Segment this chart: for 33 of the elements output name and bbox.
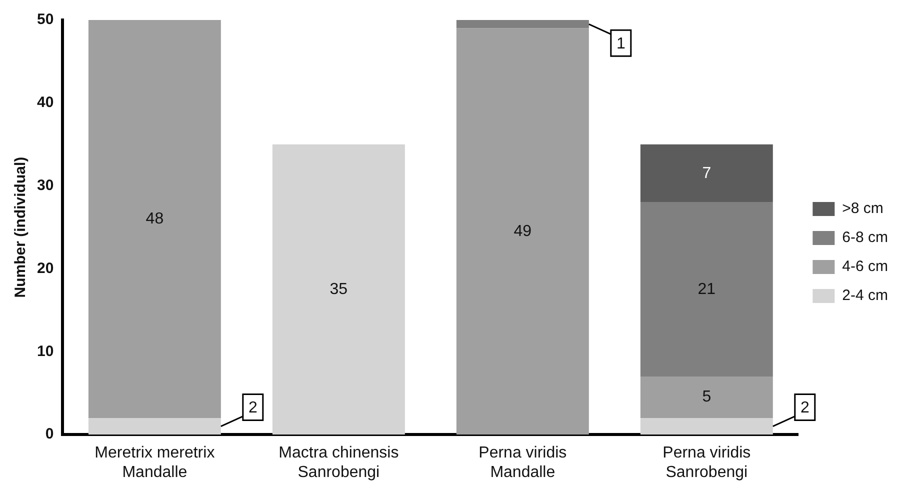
bar [88,418,221,435]
x-tick-label: Perna viridis Sanrobengi [662,444,751,481]
bar [640,202,773,377]
bar [456,28,589,435]
data-label: 48 [146,210,164,228]
y-tick-label: 50 [36,11,54,28]
bar [640,144,773,202]
bar [272,144,405,435]
y-tick-label: 40 [36,94,54,112]
data-label: 49 [514,222,532,240]
legend-label: 4-6 cm [842,258,888,276]
x-tick-label: Meretrix meretrix Mandalle [94,444,215,481]
x-tick-label: Perna viridis Mandalle [478,444,567,481]
data-label: 35 [330,280,348,298]
data-label: 21 [698,280,716,298]
bar [88,20,221,418]
y-axis-title: Number (individual) [12,156,30,298]
data-label: 2 [800,400,810,417]
legend-label: 6-8 cm [842,229,888,246]
bar [456,20,589,28]
y-tick-label: 30 [36,176,54,194]
data-label: 7 [702,164,712,182]
y-tick-label: 10 [36,342,54,360]
bar [640,376,773,418]
y-tick-label: 20 [36,260,54,277]
legend-label: >8 cm [842,200,884,218]
y-tick-label: 0 [45,426,54,443]
data-label: 1 [616,36,626,53]
x-tick-label: Mactra chinensis Sanrobengi [278,444,399,481]
data-label: 2 [248,400,258,417]
bar [640,418,773,435]
legend-label: 2-4 cm [842,287,888,304]
data-label: 5 [702,388,712,406]
